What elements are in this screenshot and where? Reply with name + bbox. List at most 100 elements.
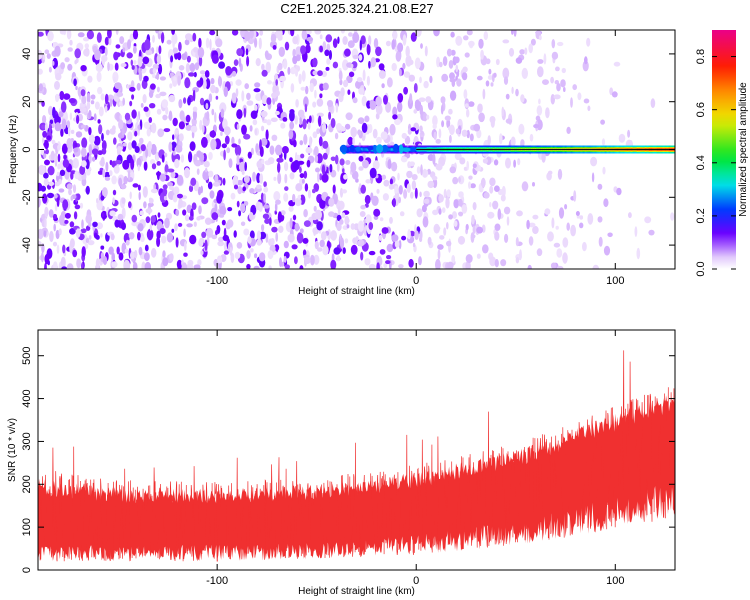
noise-speck <box>70 195 74 201</box>
noise-speck <box>76 258 81 269</box>
noise-speck <box>220 108 225 118</box>
noise-speck <box>312 188 316 194</box>
noise-speck <box>100 93 105 101</box>
noise-speck <box>458 198 463 207</box>
noise-speck <box>55 229 60 240</box>
noise-speck <box>73 78 77 87</box>
noise-speck <box>48 105 53 116</box>
noise-speck <box>245 48 249 56</box>
noise-speck <box>190 177 197 186</box>
noise-speck <box>273 176 277 181</box>
noise-speck <box>64 219 69 224</box>
noise-speck <box>277 211 282 223</box>
noise-speck <box>137 231 141 241</box>
noise-speck <box>205 37 210 49</box>
noise-speck <box>261 224 265 232</box>
noise-speck <box>321 70 327 78</box>
noise-speck <box>144 252 150 262</box>
noise-speck <box>255 58 261 67</box>
noise-speck <box>337 36 340 44</box>
noise-speck <box>360 251 364 261</box>
noise-speck <box>81 160 87 168</box>
noise-speck <box>61 118 67 130</box>
noise-speck <box>243 175 250 184</box>
noise-speck <box>551 217 555 229</box>
noise-speck <box>59 30 66 35</box>
noise-speck <box>142 186 148 198</box>
noise-speck <box>253 265 260 269</box>
noise-speck <box>234 144 242 157</box>
noise-speck <box>317 247 323 252</box>
chart-title: C2E1.2025.324.21.08.E27 <box>280 1 434 16</box>
noise-speck <box>553 242 561 248</box>
noise-speck <box>198 37 202 49</box>
noise-speck <box>337 206 341 215</box>
noise-speck <box>472 163 477 169</box>
noise-speck <box>58 111 64 118</box>
noise-speck <box>133 45 137 54</box>
noise-speck <box>149 103 156 109</box>
noise-speck <box>414 99 422 111</box>
noise-speck <box>557 41 564 47</box>
noise-speck <box>350 63 354 69</box>
noise-speck <box>592 264 600 269</box>
noise-speck <box>259 146 264 158</box>
noise-speck <box>401 235 407 241</box>
noise-speck <box>463 89 468 100</box>
noise-speck <box>547 170 553 175</box>
noise-speck <box>392 106 398 117</box>
noise-speck <box>564 204 568 210</box>
noise-speck <box>180 154 185 163</box>
noise-speck <box>303 96 309 108</box>
noise-speck <box>148 117 153 123</box>
noise-speck <box>95 63 103 73</box>
noise-speck <box>330 169 337 178</box>
noise-speck <box>83 37 90 42</box>
noise-speck <box>156 170 160 181</box>
noise-speck <box>319 45 323 53</box>
noise-speck <box>53 223 56 232</box>
noise-speck <box>169 185 174 191</box>
noise-speck <box>115 30 119 35</box>
noise-speck <box>524 47 528 55</box>
noise-speck <box>91 156 96 162</box>
noise-speck <box>100 252 104 260</box>
noise-speck <box>339 219 344 225</box>
noise-speck <box>112 125 116 132</box>
noise-speck <box>69 238 75 249</box>
noise-speck <box>359 183 362 189</box>
noise-speck <box>369 100 377 110</box>
noise-speck <box>42 115 47 124</box>
noise-speck <box>193 221 197 227</box>
noise-speck <box>432 123 437 129</box>
signal-blob <box>381 144 389 153</box>
noise-speck <box>100 195 105 201</box>
noise-speck <box>408 74 415 82</box>
noise-speck <box>482 158 488 164</box>
noise-speck <box>520 94 525 103</box>
noise-speck <box>38 240 42 246</box>
noise-speck <box>38 164 46 175</box>
x-axis-label: Height of straight line (km) <box>298 586 415 597</box>
noise-speck <box>196 216 201 221</box>
noise-speck <box>297 194 302 200</box>
noise-speck <box>53 261 58 269</box>
noise-speck <box>75 85 78 91</box>
noise-speck <box>152 34 155 43</box>
noise-speck <box>419 125 423 133</box>
noise-speck <box>127 142 133 151</box>
noise-speck <box>168 94 176 103</box>
noise-speck <box>283 192 289 202</box>
noise-speck <box>376 188 380 194</box>
noise-speck <box>139 210 144 216</box>
noise-speck <box>560 79 566 88</box>
noise-speck <box>91 148 99 155</box>
noise-speck <box>116 246 120 255</box>
noise-speck <box>142 56 150 65</box>
noise-speck <box>128 232 135 240</box>
noise-speck <box>253 88 261 93</box>
noise-speck <box>243 201 249 206</box>
noise-speck <box>492 200 499 210</box>
noise-speck <box>360 204 366 210</box>
noise-speck <box>178 99 183 109</box>
